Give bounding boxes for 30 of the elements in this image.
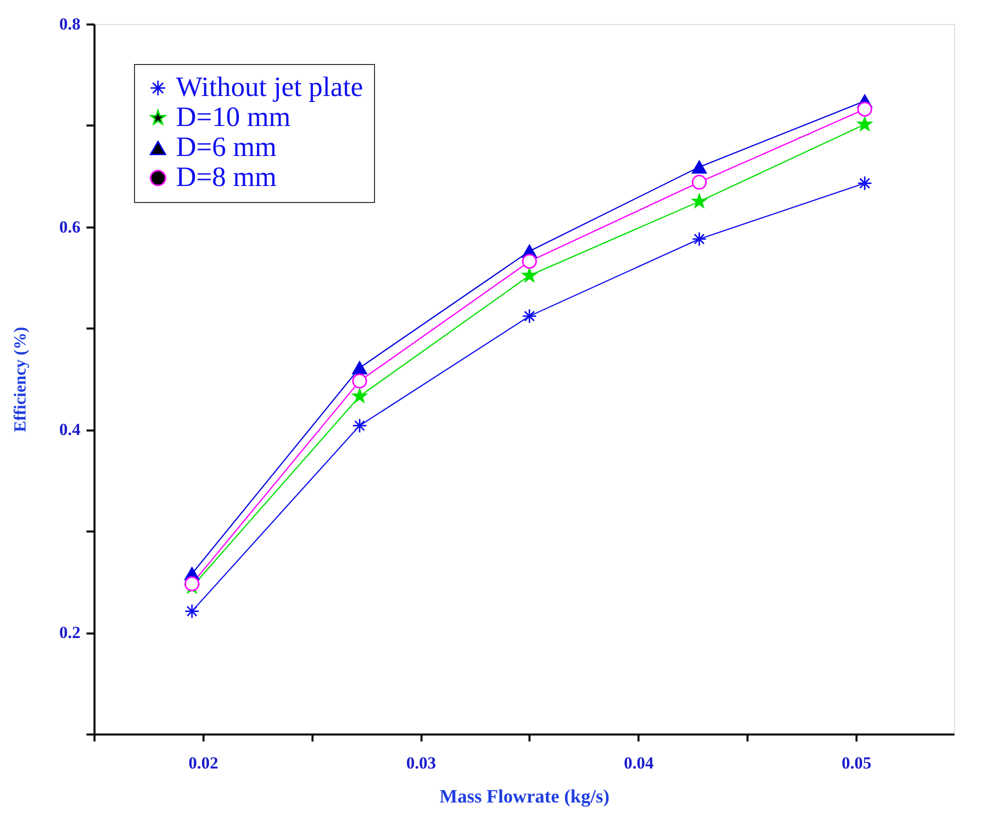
point: [352, 374, 368, 388]
point: [522, 268, 537, 282]
point: [857, 176, 872, 191]
point: [184, 604, 200, 619]
point: [522, 308, 537, 324]
point: [352, 418, 368, 434]
point: [692, 232, 707, 246]
x-tick-label: 0.05: [842, 754, 872, 772]
x-tick-label: 0.04: [624, 754, 654, 772]
y-axis-title: Efficiency (%): [10, 326, 30, 432]
x-axis-title: Mass Flowrate (kg/s): [440, 786, 610, 808]
x-tick-label: 0.02: [188, 754, 218, 772]
legend-label: D=6 mm: [176, 132, 277, 163]
legend-label: D=8 mm: [176, 162, 277, 193]
y-tick-label: 0.6: [59, 217, 80, 236]
point: [857, 102, 872, 117]
point: [352, 361, 368, 374]
point: [692, 194, 706, 208]
y-tick-label: 0.4: [59, 420, 81, 440]
legend-label: Without jet plate: [176, 72, 364, 103]
legend-label: D=10 mm: [176, 102, 291, 133]
y-tick-label: 0.8: [59, 14, 80, 34]
point: [692, 174, 707, 190]
point: [692, 160, 707, 174]
point: [352, 388, 367, 402]
point: [858, 116, 872, 131]
point: [522, 254, 537, 269]
x-tick-label: 0.03: [406, 754, 436, 772]
y-tick-label: 0.2: [59, 623, 80, 642]
point: [184, 576, 200, 592]
